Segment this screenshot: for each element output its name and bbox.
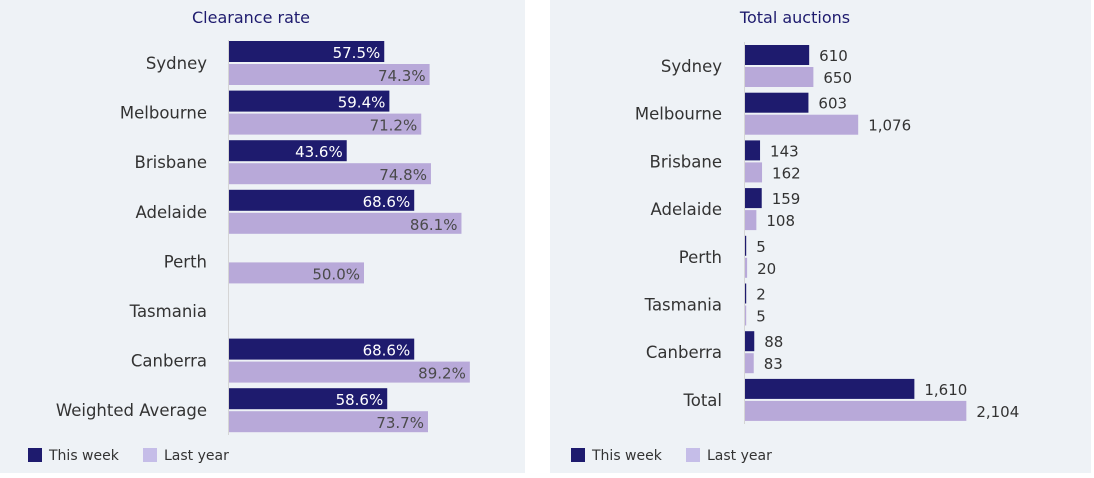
bar-this-week — [745, 331, 755, 352]
bar-this-week — [229, 90, 390, 112]
bar-this-week — [745, 140, 761, 161]
category-label: Melbourne — [635, 105, 722, 124]
category-label: Adelaide — [650, 200, 722, 219]
data-label: 71.2% — [370, 117, 418, 135]
data-label: 650 — [823, 69, 852, 87]
data-label: 68.6% — [363, 342, 411, 360]
data-label: 1,610 — [924, 381, 967, 399]
bar-last-year — [229, 262, 364, 284]
category-label: Sydney — [661, 57, 722, 76]
bar-last-year — [745, 210, 757, 231]
data-label: 73.7% — [376, 414, 424, 432]
bar-last-year — [229, 361, 470, 383]
data-label: 162 — [772, 164, 801, 182]
data-label: 68.6% — [363, 193, 411, 211]
bar-last-year — [229, 163, 431, 185]
legend-label-this-week: This week — [591, 448, 663, 464]
bar-this-week — [745, 188, 762, 209]
total-auctions-panel: Total auctions Sydney 610 650 Melbourne 603 1,… — [550, 0, 1091, 473]
data-label: 59.4% — [338, 94, 386, 112]
data-label: 143 — [770, 142, 799, 160]
clearance-rate-panel: Clearance rate Sydney 57.5% 74.3% Melbourne 5… — [0, 0, 525, 473]
bar-this-week — [745, 378, 915, 399]
total-auctions-chart: Total auctions Sydney 610 650 Melbourne 603 1,… — [571, 8, 1019, 464]
category-label: Perth — [164, 252, 207, 271]
data-label: 603 — [818, 95, 847, 113]
bar-last-year — [745, 400, 967, 421]
legend-swatch-this-week — [28, 448, 42, 462]
data-label: 74.3% — [378, 67, 426, 85]
data-label: 50.0% — [312, 265, 360, 283]
category-label: Brisbane — [135, 153, 207, 172]
category-label: Tasmania — [644, 296, 722, 315]
data-label: 108 — [766, 212, 795, 230]
bar-last-year — [745, 114, 859, 135]
bar-last-year — [745, 353, 754, 374]
bar-this-week — [229, 189, 415, 211]
data-label: 2 — [756, 286, 766, 304]
bar-last-year — [745, 162, 763, 183]
data-label: 5 — [756, 308, 766, 326]
chart-title: Total auctions — [739, 8, 850, 27]
bar-this-week — [745, 283, 747, 304]
data-label: 57.5% — [333, 44, 381, 62]
data-label: 88 — [764, 333, 783, 351]
data-label: 43.6% — [295, 143, 343, 161]
data-label: 159 — [772, 190, 801, 208]
bar-this-week — [229, 140, 347, 162]
legend-label-this-week: This week — [48, 448, 120, 464]
legend-label-last-year: Last year — [164, 448, 229, 464]
data-label: 20 — [757, 260, 776, 278]
category-label: Sydney — [146, 54, 207, 73]
legend-label-last-year: Last year — [707, 448, 772, 464]
data-label: 610 — [819, 47, 848, 65]
legend-swatch-last-year — [686, 448, 700, 462]
bar-this-week — [229, 338, 415, 360]
data-label: 1,076 — [868, 117, 911, 135]
bar-last-year — [229, 113, 422, 135]
legend-swatch-last-year — [143, 448, 157, 462]
bar-this-week — [745, 45, 810, 65]
data-label: 5 — [756, 238, 766, 256]
category-label: Perth — [679, 248, 722, 267]
bar-this-week — [229, 41, 385, 62]
data-label: 83 — [764, 355, 783, 373]
category-label: Melbourne — [120, 104, 207, 123]
category-label: Canberra — [131, 352, 207, 371]
bar-last-year — [229, 64, 430, 85]
data-label: 86.1% — [410, 216, 458, 234]
bar-this-week — [229, 388, 388, 410]
bar-last-year — [229, 411, 428, 433]
bar-last-year — [229, 212, 462, 234]
clearance-rate-chart: Clearance rate Sydney 57.5% 74.3% Melbourne 5… — [28, 8, 470, 464]
legend-swatch-this-week — [571, 448, 585, 462]
bar-this-week — [745, 235, 747, 256]
category-label: Canberra — [646, 343, 722, 362]
category-label: Adelaide — [135, 203, 207, 222]
data-label: 2,104 — [976, 403, 1019, 421]
chart-title: Clearance rate — [192, 8, 310, 27]
category-label: Brisbane — [650, 152, 722, 171]
category-label: Tasmania — [129, 302, 207, 321]
bar-this-week — [745, 92, 809, 113]
bar-last-year — [745, 305, 747, 326]
data-label: 74.8% — [379, 166, 427, 184]
bar-last-year — [745, 67, 814, 87]
data-label: 58.6% — [336, 391, 384, 409]
category-label: Weighted Average — [56, 401, 207, 420]
category-label: Total — [682, 391, 722, 410]
data-label: 89.2% — [418, 365, 466, 383]
bar-last-year — [745, 257, 748, 278]
